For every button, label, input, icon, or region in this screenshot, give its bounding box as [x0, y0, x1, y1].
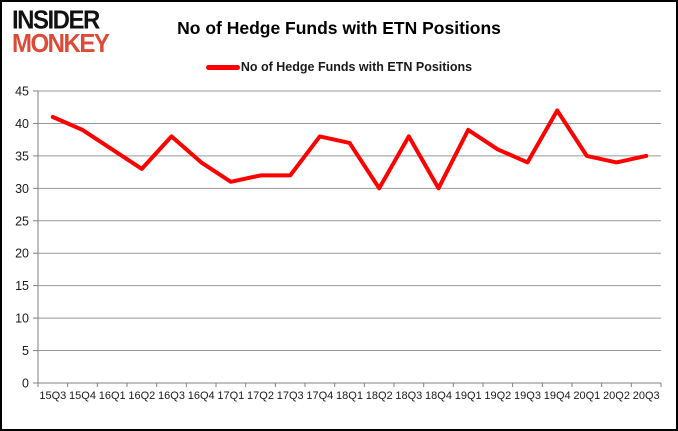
x-tick-label: 19Q2	[484, 390, 511, 402]
x-tick-label: 17Q3	[277, 390, 304, 402]
y-tick-label: 10	[15, 312, 29, 326]
logo-line-monkey: MONKEY	[12, 29, 110, 59]
x-tick-label: 19Q3	[514, 390, 541, 402]
x-tick-label: 19Q4	[544, 390, 571, 402]
x-tick-label: 16Q2	[128, 390, 155, 402]
y-tick-label: 35	[15, 149, 29, 163]
x-tick-label: 19Q1	[455, 390, 482, 402]
y-tick-label: 5	[22, 344, 29, 358]
legend-label: No of Hedge Funds with ETN Positions	[240, 60, 473, 74]
y-tick-label: 15	[15, 279, 29, 293]
x-tick-label: 17Q2	[247, 390, 274, 402]
chart-title: No of Hedge Funds with ETN Positions	[177, 18, 501, 38]
y-tick-label: 25	[15, 214, 29, 228]
series-line	[50, 108, 649, 191]
x-tick-label: 15Q3	[39, 390, 66, 402]
x-tick-label: 18Q3	[395, 390, 422, 402]
legend-line-swatch	[205, 64, 240, 70]
x-tick-label: 18Q2	[366, 390, 393, 402]
y-tick-label: 40	[15, 117, 29, 131]
y-tick-label: 45	[15, 85, 29, 99]
x-tick-label: 16Q3	[158, 390, 185, 402]
insider-monkey-logo: INSIDER MONKEY	[12, 5, 110, 59]
y-tick-label: 0	[22, 377, 29, 391]
y-tick-label: 30	[15, 182, 29, 196]
x-tick-label: 20Q2	[603, 390, 630, 402]
x-tick-label: 18Q1	[336, 390, 363, 402]
x-tick-label: 20Q3	[633, 390, 660, 402]
x-tick-label: 17Q4	[306, 390, 333, 402]
y-tick-label: 20	[15, 247, 29, 261]
x-tick-label: 20Q1	[573, 390, 600, 402]
x-tick-label: 15Q4	[69, 390, 96, 402]
x-tick-label: 16Q4	[188, 390, 215, 402]
logo-line-insider: INSIDER	[12, 5, 100, 35]
x-tick-label: 17Q1	[217, 390, 244, 402]
legend: No of Hedge Funds with ETN Positions	[2, 60, 676, 74]
x-tick-label: 18Q4	[425, 390, 452, 402]
x-tick-label: 16Q1	[99, 390, 126, 402]
